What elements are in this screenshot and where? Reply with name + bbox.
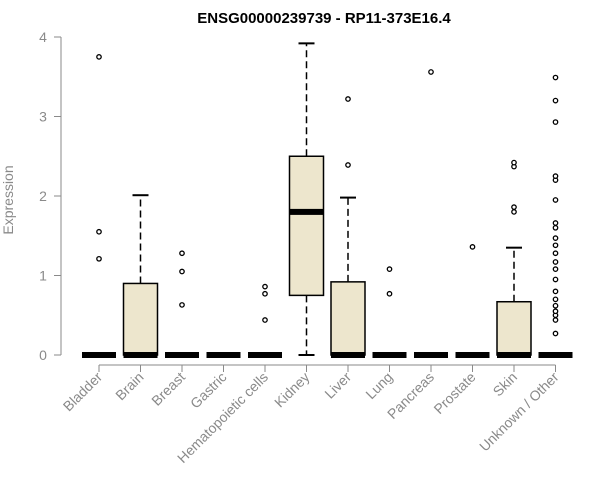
outlier-unknown-other-0 <box>552 330 559 337</box>
median-unknown-other <box>538 352 573 358</box>
box-skin <box>496 300 532 356</box>
outlier-bladder-0 <box>96 255 102 262</box>
outlier-unknown-other-11 <box>552 242 559 249</box>
outlier-unknown-other-8 <box>552 266 559 272</box>
box-liver <box>330 281 366 356</box>
median-breast <box>165 352 199 358</box>
y-axis-label: Expression <box>0 165 16 234</box>
outlier-hematopoietic-cells-0 <box>262 317 268 323</box>
outlier-skin-1 <box>511 204 517 210</box>
outlier-unknown-other-14 <box>552 220 559 226</box>
outlier-unknown-other-13 <box>552 224 559 231</box>
outlier-unknown-other-10 <box>552 250 559 257</box>
median-pancreas <box>414 352 448 358</box>
outlier-breast-0 <box>179 302 185 308</box>
x-tick-label-lung: Lung <box>362 369 395 402</box>
outlier-unknown-other-20 <box>552 74 559 81</box>
y-tick-label-3: 3 <box>39 109 47 125</box>
outlier-lung-0 <box>386 290 393 297</box>
outlier-bladder-1 <box>96 228 102 235</box>
outlier-hematopoietic-cells-2 <box>262 283 268 290</box>
x-tick-label-unknown-other: Unknown / Other <box>476 369 562 455</box>
median-prostate <box>455 352 490 358</box>
outlier-prostate-0 <box>469 244 476 250</box>
outlier-unknown-other-18 <box>552 119 559 125</box>
x-tick-label-liver: Liver <box>321 369 354 402</box>
outlier-unknown-other-3 <box>552 308 559 315</box>
y-tick-label-0: 0 <box>39 347 47 363</box>
median-liver <box>331 352 365 358</box>
outlier-bladder-2 <box>96 54 102 60</box>
median-kidney <box>289 208 324 215</box>
outlier-breast-2 <box>179 250 185 257</box>
outlier-liver-0 <box>345 162 351 168</box>
outlier-unknown-other-17 <box>552 173 559 179</box>
box-brain <box>122 282 159 356</box>
median-lung <box>372 352 407 358</box>
box-kidney <box>288 155 325 297</box>
x-tick-label-brain: Brain <box>112 369 146 403</box>
outlier-unknown-other-5 <box>552 296 559 303</box>
x-tick-label-breast: Breast <box>148 369 188 409</box>
outlier-unknown-other-4 <box>552 302 559 309</box>
y-tick-label-4: 4 <box>39 29 47 45</box>
y-tick-label-2: 2 <box>39 188 47 204</box>
outlier-hematopoietic-cells-1 <box>262 290 268 297</box>
outlier-skin-0 <box>511 209 517 215</box>
median-skin <box>497 352 531 358</box>
outlier-unknown-other-7 <box>552 276 559 283</box>
y-tick-label-1: 1 <box>39 268 47 284</box>
outlier-unknown-other-6 <box>552 288 559 295</box>
median-hematopoietic-cells <box>248 352 282 358</box>
outlier-liver-1 <box>345 96 351 102</box>
outlier-unknown-other-12 <box>552 235 559 241</box>
outlier-skin-3 <box>511 159 517 166</box>
outlier-pancreas-0 <box>428 69 434 75</box>
outlier-breast-1 <box>179 268 185 275</box>
outlier-unknown-other-1 <box>552 317 559 323</box>
x-tick-label-skin: Skin <box>490 369 521 400</box>
outlier-lung-1 <box>386 266 393 272</box>
x-tick-label-prostate: Prostate <box>430 369 478 417</box>
outlier-unknown-other-19 <box>552 97 559 104</box>
median-gastric <box>206 352 241 358</box>
outlier-unknown-other-9 <box>552 259 559 265</box>
chart-title: ENSG00000239739 - RP11-373E16.4 <box>197 10 451 27</box>
outlier-unknown-other-15 <box>552 197 559 203</box>
median-brain <box>123 352 158 358</box>
median-bladder <box>82 352 116 358</box>
x-tick-label-kidney: Kidney <box>271 369 313 411</box>
x-tick-label-bladder: Bladder <box>60 369 106 415</box>
